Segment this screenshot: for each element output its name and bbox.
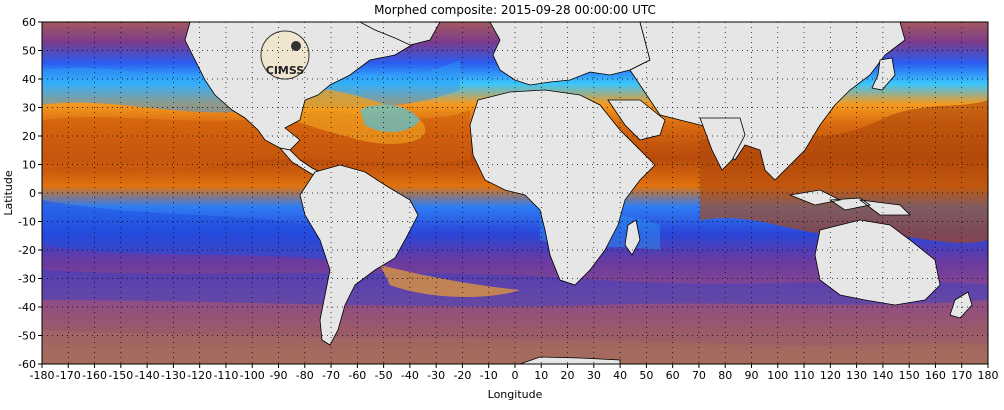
greenland	[359, 22, 441, 46]
y-tick-label: -10	[18, 216, 36, 229]
y-tick-label: 20	[22, 130, 36, 143]
x-tick-label: -140	[135, 369, 160, 382]
arabia	[607, 99, 666, 141]
x-tick-label: -50	[375, 369, 393, 382]
x-tick-label: 40	[613, 369, 627, 382]
x-tick-label: 60	[666, 369, 680, 382]
y-tick-label: -50	[18, 330, 36, 343]
x-tick-label: 10	[534, 369, 548, 382]
x-tick-label: 130	[846, 369, 867, 382]
x-tick-label: -20	[453, 369, 471, 382]
x-tick-label: 110	[794, 369, 815, 382]
y-tick-label: -20	[18, 244, 36, 257]
x-tick-label: -90	[270, 369, 288, 382]
x-axis-label: Longitude	[488, 388, 543, 401]
logo-text: CIMSS	[266, 64, 305, 77]
india	[699, 117, 746, 171]
y-tick-label: 30	[22, 102, 36, 115]
x-tick-label: -130	[161, 369, 186, 382]
x-tick-label: 70	[692, 369, 706, 382]
map-title: Morphed composite: 2015-09-28 00:00:00 U…	[374, 3, 656, 17]
x-tick-label: -100	[240, 369, 265, 382]
indonesia	[788, 189, 911, 216]
x-tick-label: 100	[767, 369, 788, 382]
x-tick-label: -160	[82, 369, 107, 382]
cimss-logo: CIMSS	[260, 30, 310, 80]
y-tick-label: 60	[22, 16, 36, 29]
x-tick-label: -150	[108, 369, 133, 382]
x-tick-label: 20	[561, 369, 575, 382]
x-tick-label: -170	[56, 369, 81, 382]
y-tick-label: -40	[18, 301, 36, 314]
x-tick-label: -120	[187, 369, 212, 382]
madagascar	[624, 219, 641, 256]
y-tick-label: 10	[22, 159, 36, 172]
x-tick-label: -30	[427, 369, 445, 382]
antarctica	[519, 356, 621, 364]
y-tick-label: -60	[18, 358, 36, 371]
africa	[469, 89, 656, 286]
y-tick-label: -30	[18, 273, 36, 286]
x-tick-label: 140	[872, 369, 893, 382]
x-tick-label: -80	[296, 369, 314, 382]
x-tick-label: -180	[30, 369, 55, 382]
x-tick-label: 120	[820, 369, 841, 382]
x-axis-ticks: -180 -170 -160 -150 -140 -130 -120 -110 -100 -90-…	[30, 364, 999, 382]
y-axis-ticks: 60 50 40 30 20 10 0 -10 -20 -30 -40 -50 -60	[18, 16, 42, 371]
x-tick-label: 80	[718, 369, 732, 382]
x-tick-label: -110	[213, 369, 238, 382]
x-tick-label: 90	[745, 369, 759, 382]
land-masses	[184, 22, 973, 364]
x-tick-label: -70	[322, 369, 340, 382]
japan	[871, 57, 896, 91]
x-tick-label: 170	[951, 369, 972, 382]
x-tick-label: -40	[401, 369, 419, 382]
south-america	[299, 164, 419, 346]
x-tick-label: 30	[587, 369, 601, 382]
australia	[814, 219, 941, 306]
x-tick-label: 0	[512, 369, 519, 382]
x-tick-label: 50	[639, 369, 653, 382]
x-tick-label: 160	[925, 369, 946, 382]
x-tick-label: -60	[348, 369, 366, 382]
y-tick-label: 0	[29, 187, 36, 200]
x-tick-label: 180	[978, 369, 999, 382]
y-tick-label: 40	[22, 73, 36, 86]
x-tick-label: 150	[899, 369, 920, 382]
new-zealand	[949, 291, 973, 319]
asia	[629, 22, 906, 181]
y-tick-label: 50	[22, 45, 36, 58]
y-axis-label: Latitude	[2, 170, 15, 216]
x-tick-label: -10	[480, 369, 498, 382]
map-plot-area: CIMSS	[42, 22, 988, 364]
lat-lon-grid	[42, 22, 988, 364]
north-america	[184, 22, 421, 151]
